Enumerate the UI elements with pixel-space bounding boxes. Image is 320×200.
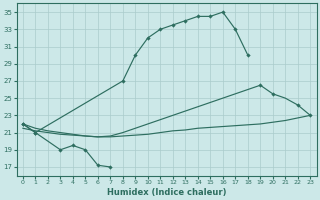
X-axis label: Humidex (Indice chaleur): Humidex (Indice chaleur)	[107, 188, 226, 197]
